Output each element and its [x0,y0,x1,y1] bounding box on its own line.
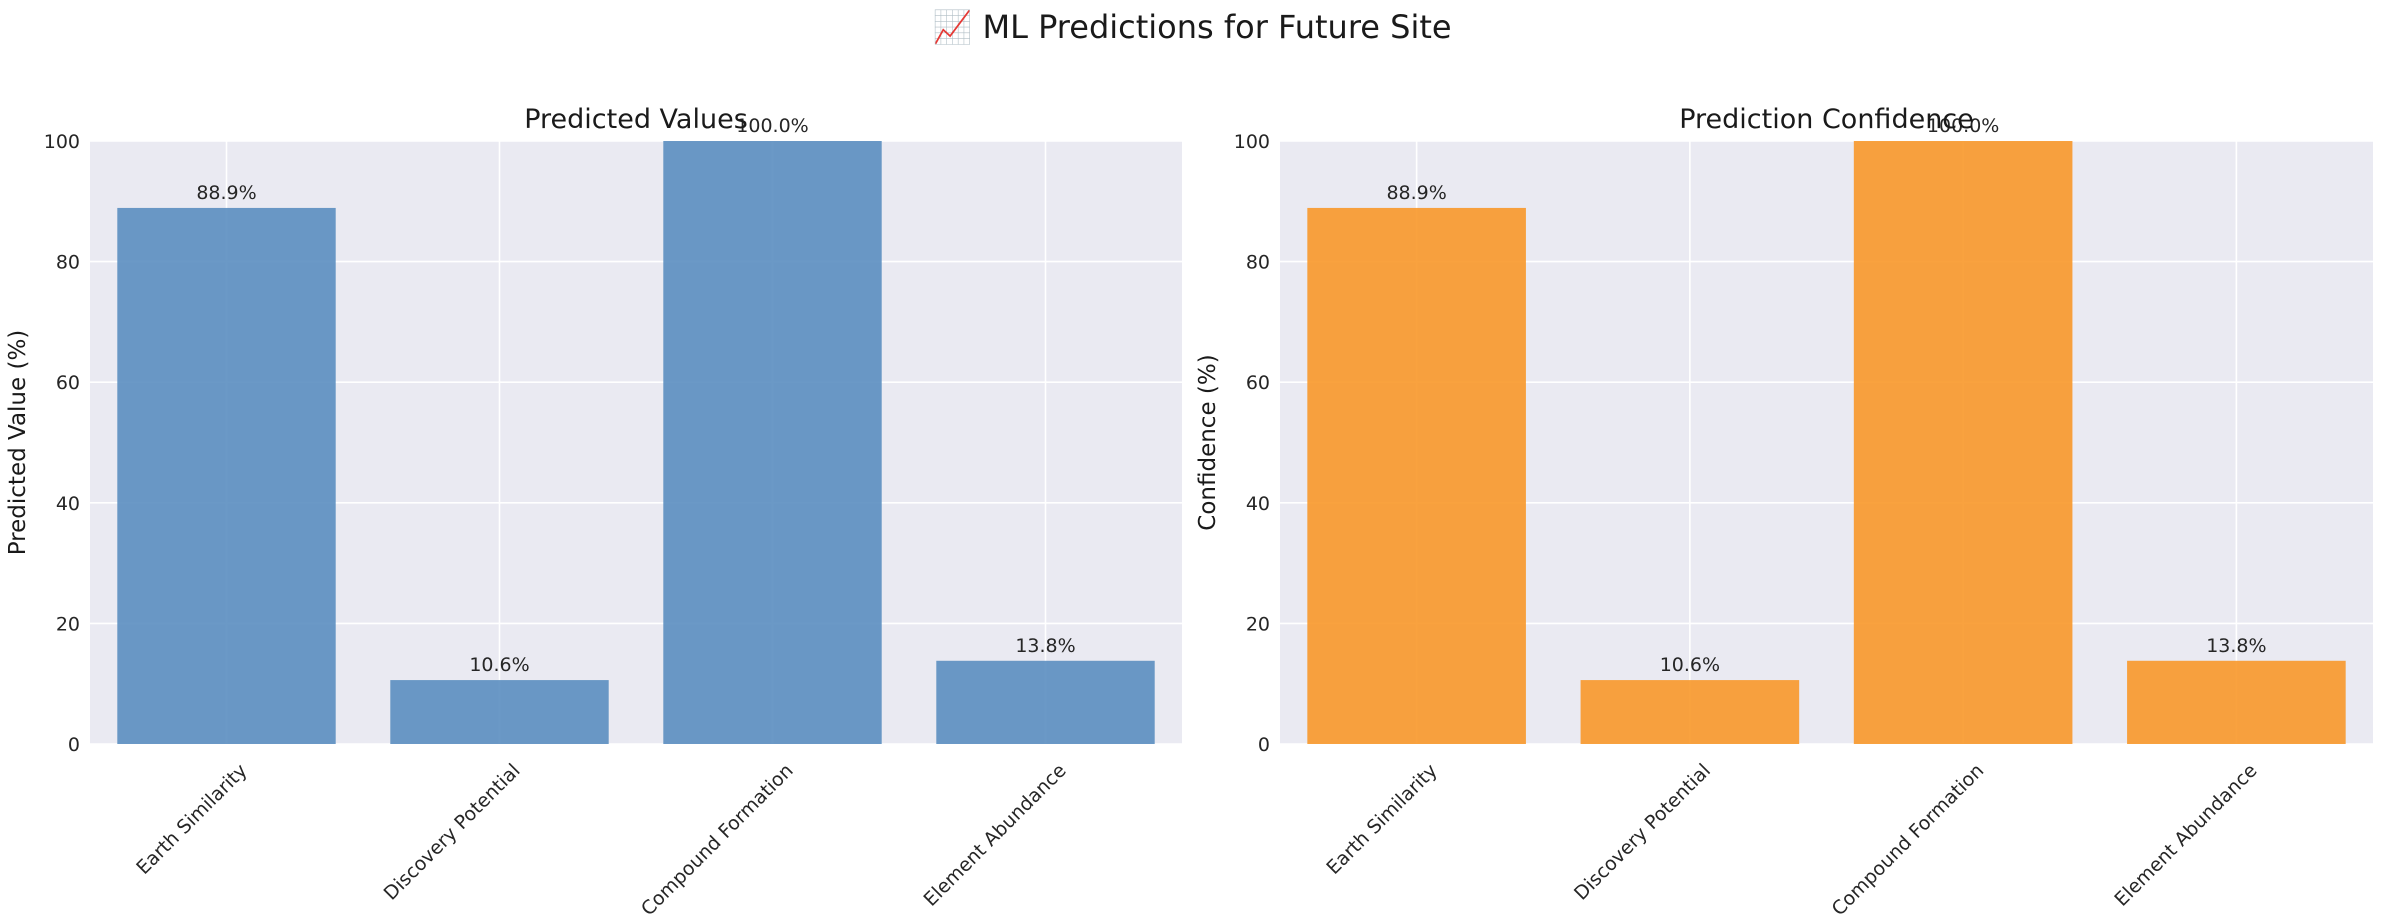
x-tick-label: Discovery Potential [380,760,525,905]
y-tick-label: 40 [56,493,80,515]
bar [936,661,1154,744]
figure-title: 📈 ML Predictions for Future Site [932,8,1451,46]
bar [2127,661,2346,744]
x-tick-label: Compound Formation [1828,760,1989,921]
chart-predicted-values: 0 20 40 60 80 100 88.9% Earth Similarity 10.6% Di… [5,104,1182,920]
chart-title: Predicted Values [524,104,748,135]
y-tick-label: 0 [1258,734,1270,756]
y-tick-label: 80 [1246,252,1270,274]
bar-value-label: 10.6% [1660,654,1720,676]
bar-value-label: 88.9% [196,182,256,204]
y-tick-label: 80 [56,252,80,274]
bar [390,680,608,744]
y-tick-label: 20 [1246,613,1270,635]
y-tick-label: 60 [1246,372,1270,394]
y-axis-label: Confidence (%) [1195,354,1221,530]
x-tick-label: Discovery Potential [1570,760,1715,905]
y-tick-label: 100 [44,131,80,153]
x-tick-label: Earth Similarity [132,760,251,879]
x-tick-label: Compound Formation [637,760,798,921]
y-axis-label: Predicted Value (%) [5,330,31,556]
x-tick-label: Element Abundance [2110,760,2261,911]
y-tick-label: 40 [1246,493,1270,515]
bar-value-label: 88.9% [1386,182,1446,204]
chart-title: Prediction Confidence [1679,104,1974,135]
x-tick-label: Element Abundance [920,760,1071,911]
bar [1854,141,2073,744]
x-tick-label: Earth Similarity [1322,760,1441,879]
y-tick-label: 20 [56,613,80,635]
y-tick-label: 100 [1234,131,1270,153]
y-tick-label: 60 [56,372,80,394]
bar-value-label: 10.6% [469,654,529,676]
bar [1581,680,1800,744]
bar-value-label: 13.8% [2206,635,2266,657]
bar [1307,208,1526,744]
bar [117,208,335,744]
y-tick-label: 0 [68,734,80,756]
chart-prediction-confidence: 0 20 40 60 80 100 88.9% Earth Similarity 10.6% Di… [1195,104,2373,920]
bar-value-label: 13.8% [1015,635,1075,657]
bar [663,141,881,744]
